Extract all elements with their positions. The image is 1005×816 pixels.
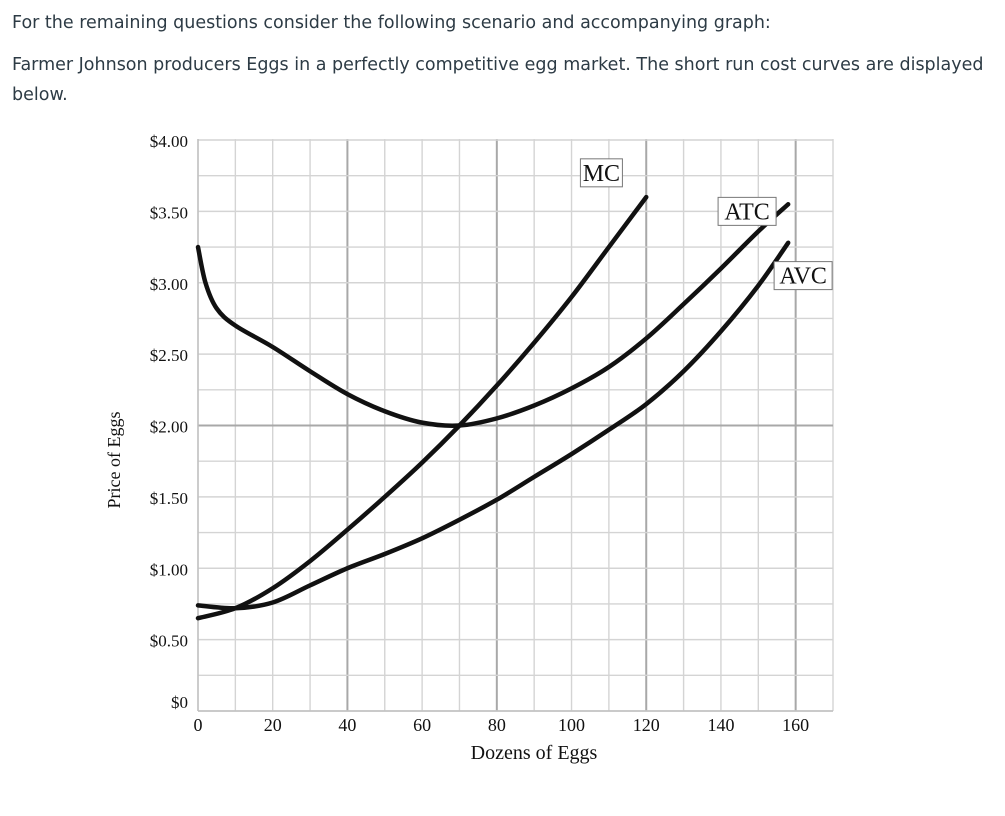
curve-label-atc: ATC (717, 196, 777, 226)
curve-label-box (579, 158, 623, 188)
curve-label-box (717, 196, 777, 226)
curve-avc (195, 240, 791, 611)
curve-label-text: MC (583, 161, 620, 187)
y-tick-label: $1.50 (150, 489, 188, 508)
x-tick-label: 160 (782, 715, 809, 735)
x-tick-label: 100 (558, 715, 585, 735)
y-tick-label: $3.00 (150, 275, 188, 294)
curve-labels: MC ATC AVC (579, 158, 833, 291)
x-tick-label: 40 (338, 715, 356, 735)
y-tick-label: $0.50 (150, 632, 188, 651)
y-tick-label: $2.00 (150, 418, 188, 437)
curve-label-text: AVC (779, 264, 827, 290)
curve-label-box (773, 261, 833, 291)
y-tick-label: $1.00 (150, 560, 188, 579)
curve-label-avc: AVC (773, 261, 833, 291)
x-tick-label: 140 (707, 715, 734, 735)
x-tick-label: 60 (413, 715, 431, 735)
question-text: For the remaining questions consider the… (12, 8, 987, 110)
y-tick-label: $0 (171, 693, 188, 712)
x-tick-label: 120 (633, 715, 660, 735)
cost-curves (195, 194, 791, 621)
curve-atc (195, 201, 791, 428)
curve-label-text: ATC (724, 199, 769, 225)
y-axis-label: Price of Eggs (104, 412, 124, 509)
x-tick-labels: 0 20 40 60 80 100 120 140 160 (194, 715, 810, 735)
y-tick-labels: $0 $0.50 $1.00 $1.50 $2.00 $2.50 $3.00 $3.50 $4.… (150, 132, 188, 712)
y-tick-label: $3.50 (150, 203, 188, 222)
curve-label-mc: MC (579, 158, 623, 188)
scenario-text: Farmer Johnson producers Eggs in a perfe… (12, 55, 984, 105)
x-tick-label: 0 (194, 715, 203, 735)
x-tick-label: 20 (264, 715, 282, 735)
y-tick-label: $2.50 (150, 346, 188, 365)
curve-mc (195, 194, 649, 621)
y-tick-label: $4.00 (150, 132, 188, 151)
intro-line: For the remaining questions consider the… (12, 13, 771, 33)
x-tick-label: 80 (488, 715, 506, 735)
x-axis-label: Dozens of Eggs (471, 742, 598, 764)
